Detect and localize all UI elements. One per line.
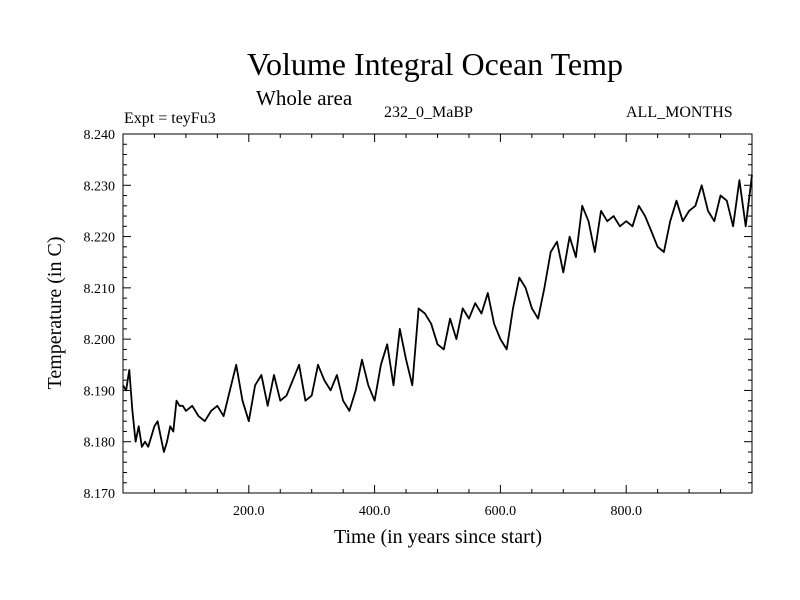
y-tick-label: 8.220	[84, 231, 116, 246]
y-tick-label: 8.170	[84, 487, 116, 502]
x-tick-label: 800.0	[610, 504, 642, 519]
chart-subtitle: Whole area	[256, 86, 353, 110]
y-tick-label: 8.240	[84, 128, 116, 143]
x-axis-title: Time (in years since start)	[334, 526, 542, 548]
y-tick-label: 8.230	[84, 179, 116, 194]
y-tick-label: 8.210	[84, 282, 116, 297]
y-tick-label: 8.180	[84, 436, 116, 451]
y-axis-title: Temperature (in C)	[44, 237, 66, 390]
x-tick-label: 600.0	[485, 504, 517, 519]
temperature-series-line-0	[122, 174, 753, 453]
period-label: 232_0_MaBP	[384, 104, 473, 121]
plot-frame	[122, 133, 753, 494]
months-label: ALL_MONTHS	[626, 104, 733, 121]
x-tick-label: 400.0	[359, 504, 391, 519]
x-tick-label: 200.0	[233, 504, 265, 519]
chart-title: Volume Integral Ocean Temp	[246, 46, 623, 82]
y-tick-label: 8.200	[84, 333, 116, 348]
experiment-label: Expt = teyFu3	[124, 110, 216, 127]
y-tick-label: 8.190	[84, 384, 116, 399]
